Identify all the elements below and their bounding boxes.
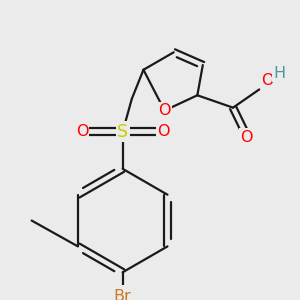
Text: Br: Br: [114, 289, 132, 300]
Text: S: S: [117, 123, 128, 141]
Text: O: O: [158, 103, 171, 118]
Text: O: O: [157, 124, 170, 139]
Text: O: O: [76, 124, 88, 139]
Text: O: O: [240, 130, 253, 145]
Text: O: O: [261, 73, 274, 88]
Text: H: H: [273, 66, 285, 81]
